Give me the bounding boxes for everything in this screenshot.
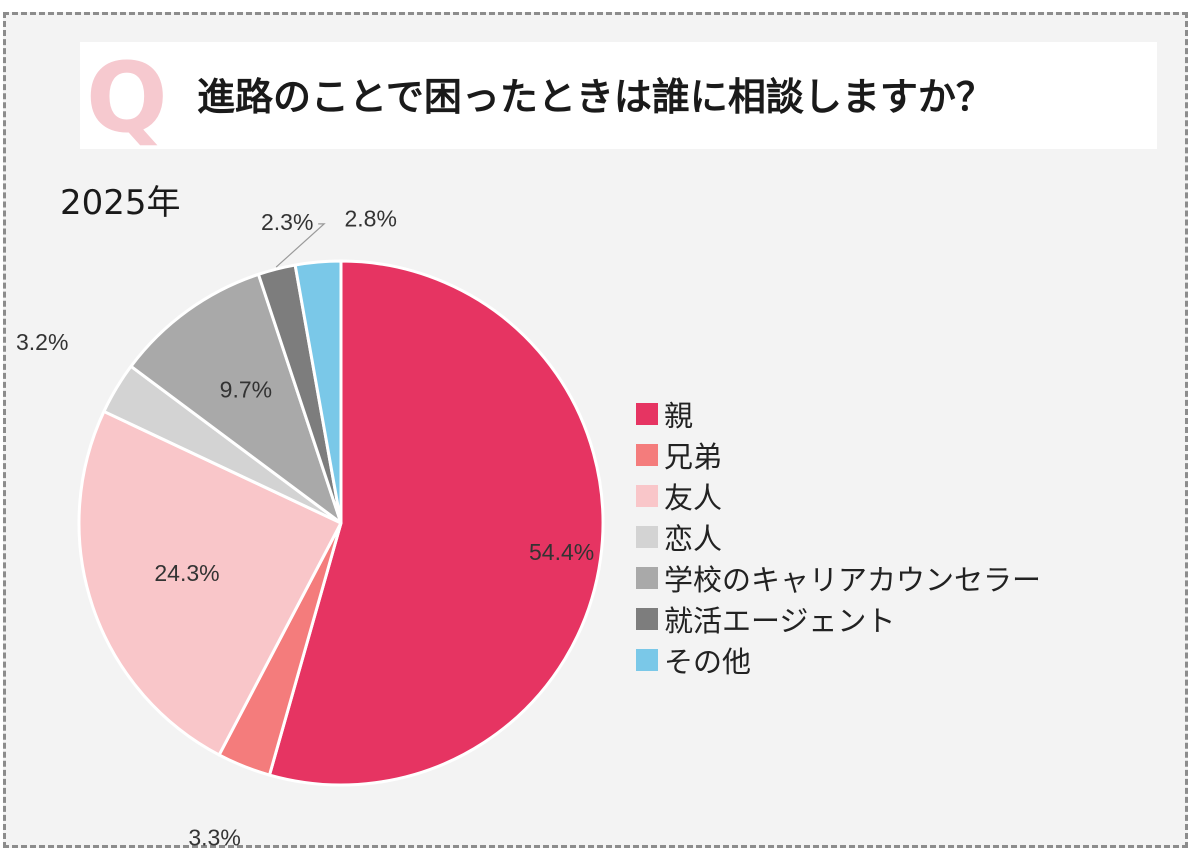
legend-item-6: その他 [636,639,1041,680]
data-label-6: 2.8% [344,206,396,232]
legend-label: その他 [664,644,752,679]
data-label-1: 3.3% [188,824,240,850]
legend-label: 就活エージェント [664,603,896,638]
legend-item-4: 学校のキャリアカウンセラー [636,557,1041,598]
legend-item-1: 兄弟 [636,434,1041,475]
legend-label: 学校のキャリアカウンセラー [664,562,1042,597]
q-letter-icon: Q [86,42,168,154]
legend-swatch [636,648,658,671]
legend-label: 恋人 [664,521,723,556]
question-title: 進路のことで困ったときは誰に相談しますか？ [197,75,994,119]
legend-item-5: 就活エージェント [636,598,1041,639]
data-label-0: 54.4% [529,539,594,565]
legend-label: 親 [664,398,694,433]
legend-swatch [636,484,658,507]
legend-item-2: 友人 [636,475,1041,516]
data-label-5: 2.3% [261,209,313,235]
question-banner [80,42,1157,149]
pie-slice-4 [129,272,343,525]
pie-slice-2 [77,409,343,757]
legend-label: 友人 [664,480,723,515]
legend-swatch [636,402,658,425]
chart-subtitle: 2025年 [60,183,181,223]
pie-slice-6 [293,259,343,525]
data-label-3: 3.2% [16,329,68,355]
legend-swatch [636,443,658,466]
data-label-2: 24.3% [154,560,219,586]
pie-slice-0 [267,259,605,787]
leader-line-5 [275,223,326,268]
legend-label: 兄弟 [664,439,723,474]
legend-swatch [636,607,658,630]
data-label-4: 9.7% [220,376,272,402]
chart-legend: 親兄弟友人恋人学校のキャリアカウンセラー 就活エージェント その他 [636,393,1041,680]
legend-swatch [636,525,658,548]
legend-swatch [636,566,658,589]
legend-item-0: 親 [636,393,1041,434]
legend-item-3: 恋人 [636,516,1041,557]
